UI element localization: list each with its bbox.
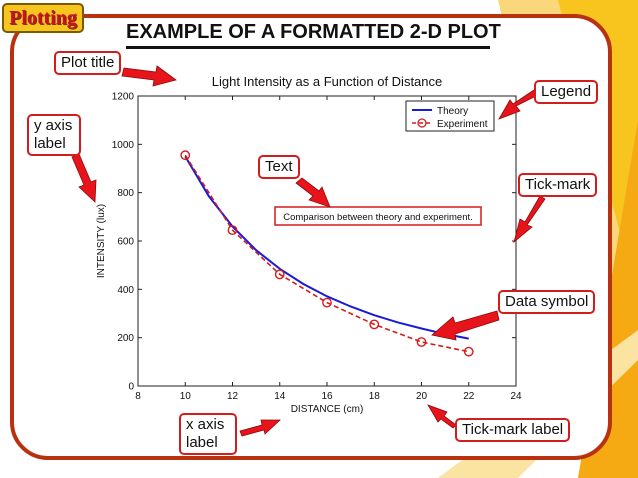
arrow-text: [295, 177, 331, 208]
experiment-point: [463, 346, 474, 357]
annotation-box: [274, 206, 482, 226]
y-tick-label: 200: [117, 333, 134, 344]
y-tick-label: 1000: [112, 140, 135, 151]
y-tick-label: 0: [128, 382, 134, 393]
legend-experiment-label: Experiment: [437, 119, 488, 130]
legend-experiment-marker: [417, 118, 427, 128]
experiment-point: [180, 150, 191, 161]
experiment-point: [274, 269, 285, 280]
tick-group: 8 10 12 14 16 18 20 22 24 0 200 400 600 800 1000 1200: [112, 92, 522, 403]
callout-tick-mark-label: Tick-mark label: [455, 418, 571, 442]
legend-theory-label: Theory: [437, 106, 468, 117]
slide-heading: EXAMPLE OF A FORMATTED 2-D PLOT: [126, 18, 501, 49]
annotation-text: Comparison between theory and experiment…: [283, 212, 473, 223]
arrow-x-axis-label: [239, 419, 282, 437]
callout-x-axis-label: x axis label: [179, 413, 237, 455]
experiment-point: [369, 319, 380, 330]
callout-legend: Legend: [534, 80, 599, 104]
plotting-tag: Plotting: [2, 3, 84, 33]
experiment-point: [227, 225, 238, 236]
arrow-legend: [498, 87, 541, 120]
arrow-data-symbol: [431, 310, 500, 341]
x-axis-label: DISTANCE (cm): [291, 404, 364, 415]
annotation: Comparison between theory and experiment…: [274, 206, 482, 226]
experiment-point: [416, 337, 427, 347]
series-group: [180, 150, 474, 357]
arrow-y-axis-label: [71, 153, 97, 203]
experiment-point: [322, 297, 332, 308]
x-tick-label: 16: [321, 391, 333, 402]
x-tick-label: 22: [463, 391, 475, 402]
y-tick-label: 600: [117, 237, 134, 248]
x-tick-label: 8: [135, 391, 141, 402]
y-axis-label: INTENSITY (lux): [96, 204, 107, 278]
x-tick-label: 24: [510, 391, 522, 402]
chart-title: Light Intensity as a Function of Distanc…: [212, 74, 443, 89]
experiment-line: [184, 154, 469, 353]
callout-plot-title: Plot title: [54, 51, 122, 75]
arrow-plot-title: [121, 65, 177, 87]
arrow-tick-mark: [513, 195, 546, 244]
y-tick-label: 400: [117, 285, 134, 296]
callout-arrows: [71, 65, 546, 437]
callout-tick-mark: Tick-mark: [518, 173, 598, 197]
x-tick-label: 20: [416, 391, 428, 402]
x-tick-label: 10: [180, 391, 192, 402]
y-tick-label: 800: [117, 188, 134, 199]
callout-text: Text: [258, 155, 300, 179]
legend: Theory Experiment: [405, 100, 495, 132]
legend-box: [405, 100, 495, 132]
callout-data-symbol: Data symbol: [498, 290, 596, 314]
callout-y-axis-label: y axis label: [27, 114, 81, 156]
x-tick-label: 12: [227, 391, 239, 402]
y-tick-label: 1200: [112, 92, 135, 103]
plot-area: [137, 95, 517, 387]
x-tick-label: 18: [369, 391, 381, 402]
arrow-tick-mark-label: [427, 404, 457, 429]
x-tick-label: 14: [274, 391, 286, 402]
